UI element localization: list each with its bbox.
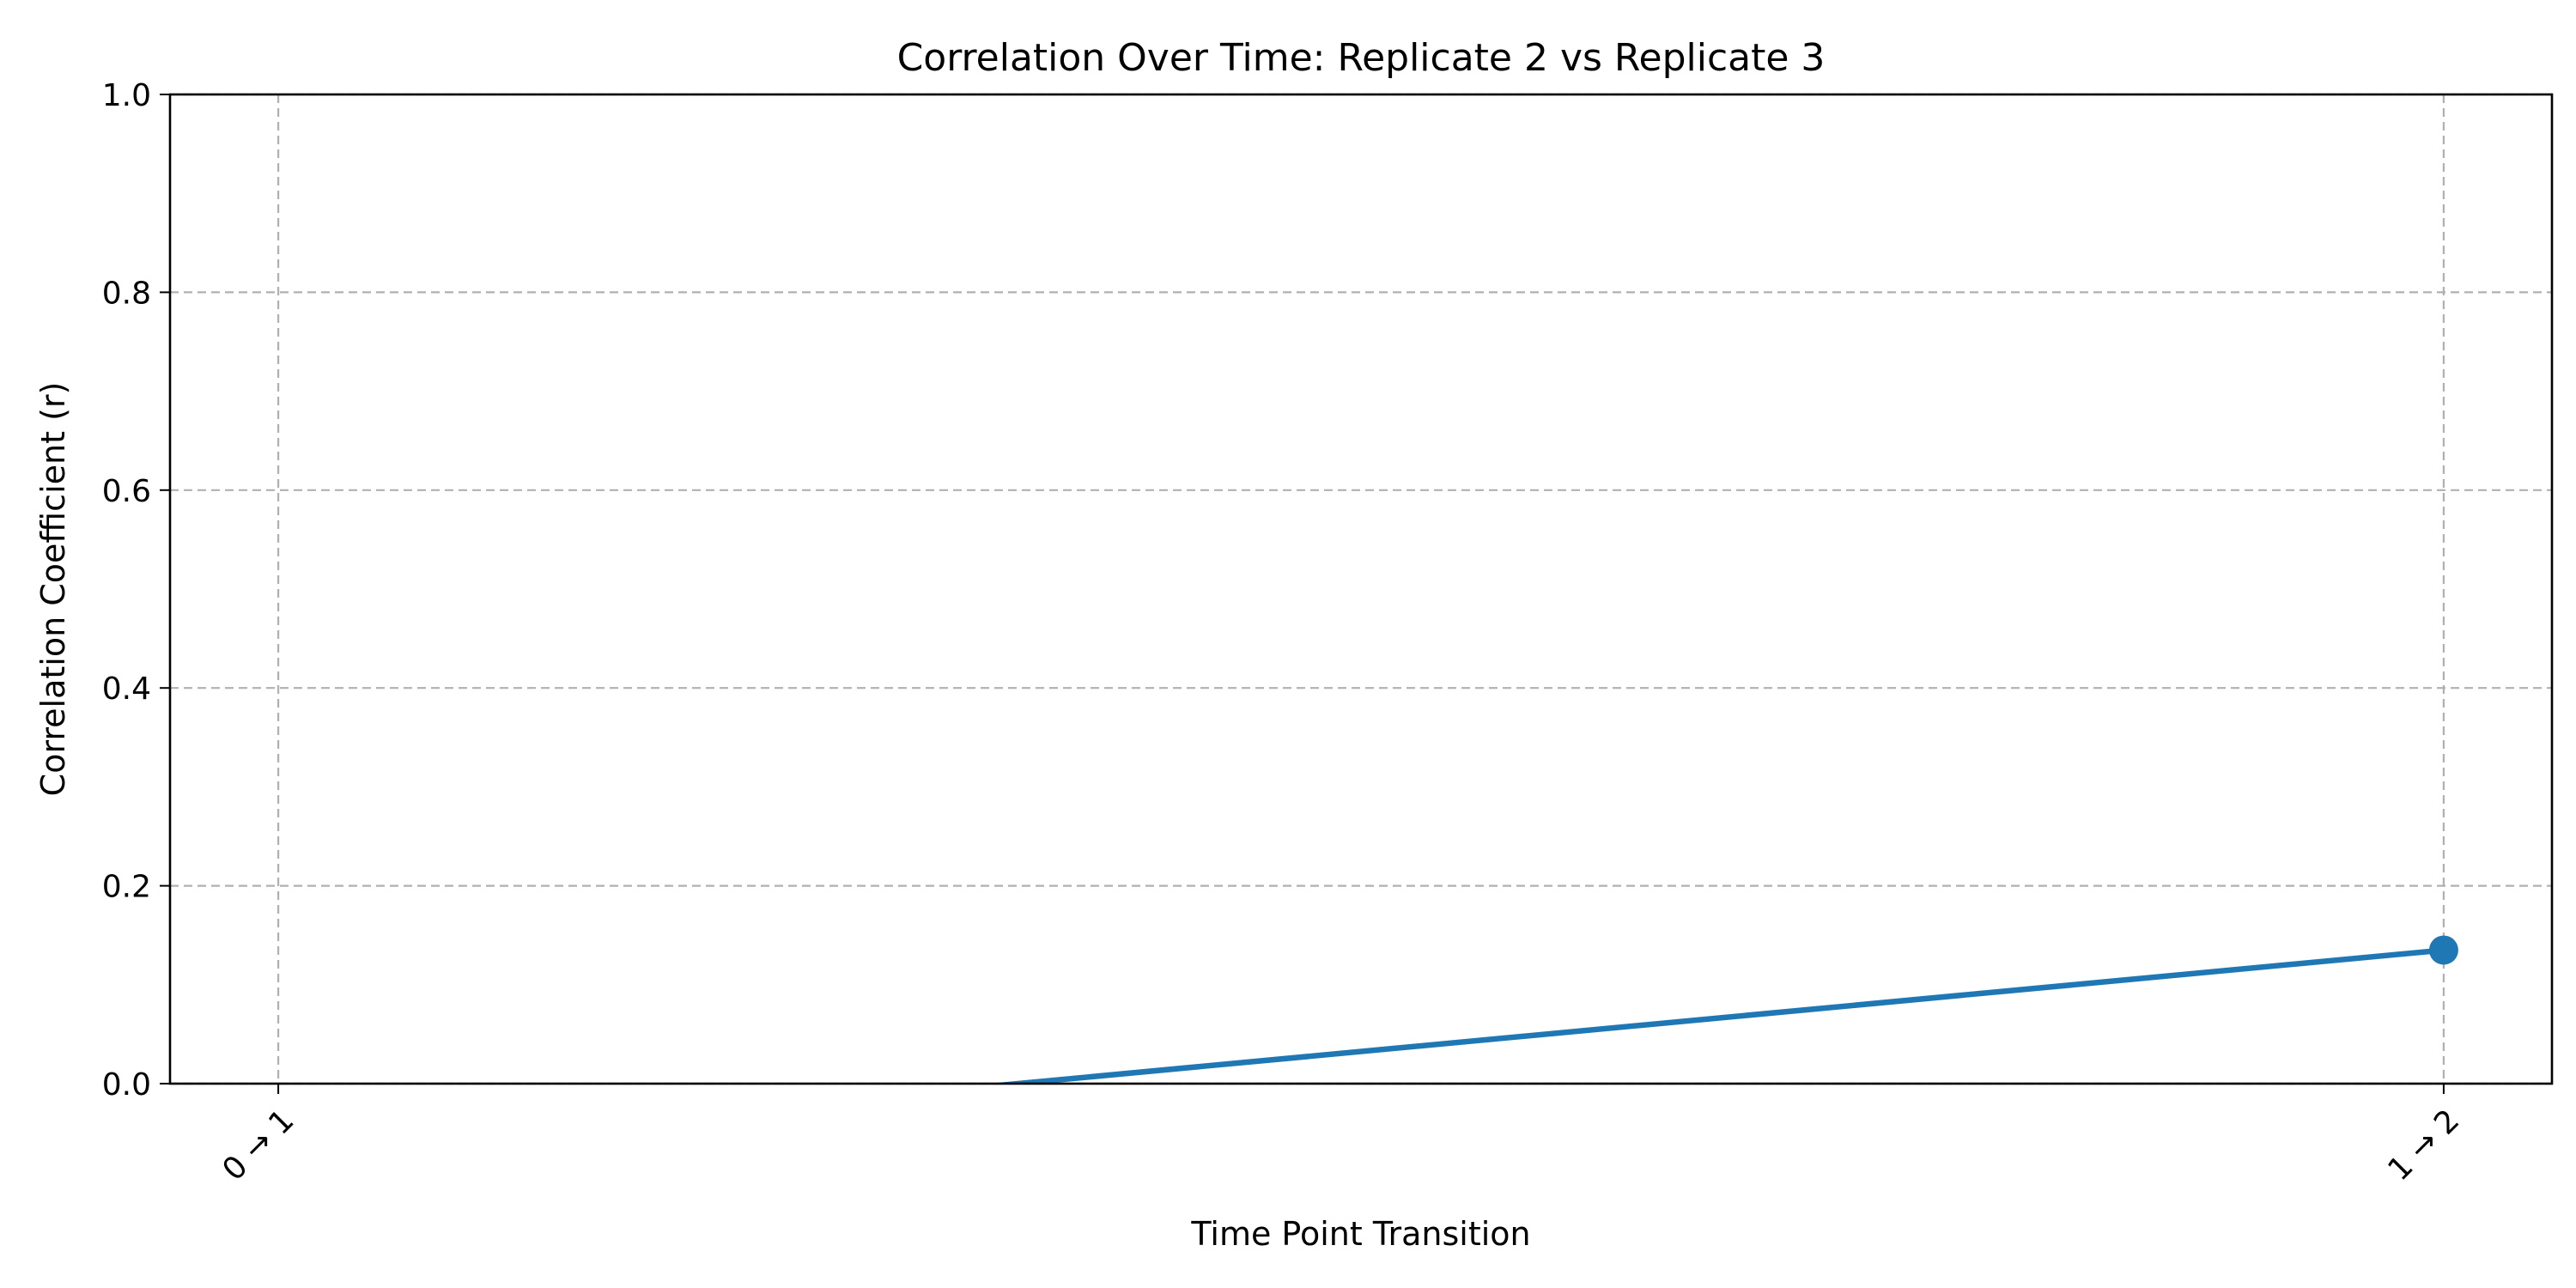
y-tick-label: 0.2 [102, 870, 151, 905]
series-layer [987, 947, 2445, 1084]
marker-layer [2428, 935, 2458, 965]
series-line [987, 947, 2445, 1084]
x-axis-label: Time Point Transition [1190, 1215, 1530, 1253]
y-tick-label: 0.4 [102, 671, 151, 707]
x-tick-label: 0 → 1 [216, 1103, 301, 1188]
y-tick-label: 0.6 [102, 474, 151, 509]
data-point [2428, 935, 2458, 965]
x-tick-label: 1 → 2 [2381, 1103, 2466, 1188]
x-axis: 0 → 1 1 → 2 [216, 1084, 2466, 1188]
y-tick-label: 1.0 [102, 78, 151, 113]
y-axis: 0.0 0.2 0.4 0.6 0.8 1.0 [102, 78, 170, 1103]
y-tick-label: 0.8 [102, 276, 151, 311]
grid [170, 93, 2552, 1085]
chart-title: Correlation Over Time: Replicate 2 vs Re… [897, 36, 1826, 80]
y-axis-label: Correlation Coefficient (r) [34, 382, 72, 797]
y-tick-label: 0.0 [102, 1067, 151, 1103]
plot-frame [168, 93, 2554, 1085]
